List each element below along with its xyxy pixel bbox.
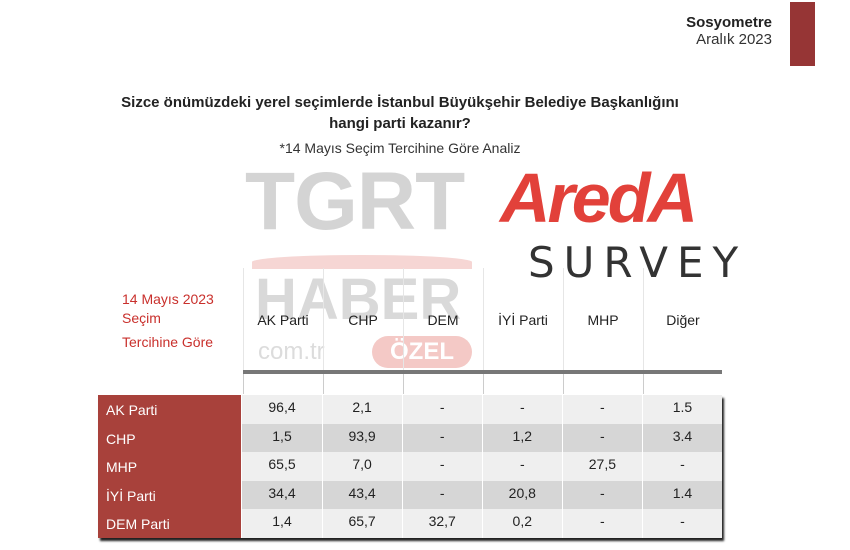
column-separator [323,268,324,372]
table-cell: 43,4 [321,480,402,510]
table-cell: - [641,452,723,481]
table-cell: - [401,480,482,510]
table-cell: 20,8 [481,480,562,510]
table-cell: 1,4 [241,509,322,538]
row-label: DEM Parti [98,509,242,538]
row-header-label: 14 Mayıs 2023 Seçim Tercihine Göre [122,290,214,352]
column-separator [483,268,484,372]
table-cell: - [561,423,642,453]
table-cell: - [401,452,482,481]
brand-name: Sosyometre [686,14,772,31]
table-row: İYİ Parti 34,4 43,4-20,8-1.4 [98,480,723,510]
table-cell: - [561,509,642,538]
areda-logo: AredA [500,159,698,237]
table-cell: 7,0 [321,452,402,481]
table-row: CHP 1,5 93,9-1,2-3.4 [98,423,723,453]
report-date: Aralık 2023 [696,31,772,48]
table-cell: - [561,480,642,510]
watermark-ozel: ÖZEL [372,336,472,368]
table-cell: - [641,509,723,538]
table-cell: - [481,395,562,424]
column-separator [243,268,244,372]
row-label: MHP [98,452,242,481]
column-stub [323,374,324,394]
table-row: MHP 65,5 7,0- -27,5- [98,452,723,481]
table-cell: 65,7 [321,509,402,538]
column-separator [403,268,404,372]
row-header-line: Tercihine Göre [122,334,214,350]
table-cell: 2,1 [321,395,402,424]
results-table: AK Parti 96,4 2,1- - -1.5 CHP 1,5 93,9-1,2-3.4 M… [98,395,723,538]
brand-header: Sosyometre Aralık 2023 [686,14,772,48]
question-title: Sizce önümüzdeki yerel seçimlerde İstanb… [121,94,679,132]
row-label: İYİ Parti [98,480,242,510]
table-cell: - [561,395,642,424]
column-header: MHP [587,312,619,328]
table-cell: 1,5 [241,423,322,453]
analysis-note: *14 Mayıs Seçim Tercihine Göre Analiz [279,140,521,156]
table-cell: - [401,423,482,453]
watermark-haber: HABER [255,267,462,332]
table-cell: - [401,395,482,424]
table-cell: 3.4 [641,423,723,453]
row-header-line: 14 Mayıs 2023 [122,291,214,307]
watermark-tgrt: TGRT [245,156,465,247]
watermark-arc [252,255,472,269]
column-header: İYİ Parti [498,312,548,328]
table-cell: 32,7 [401,509,482,538]
table-cell: 65,5 [241,452,322,481]
column-stub [643,374,644,394]
column-separator [563,268,564,372]
table-cell: 0,2 [481,509,562,538]
row-label: AK Parti [98,395,242,424]
table-cell: 34,4 [241,480,322,510]
header-divider [243,370,722,374]
column-header: AK Parti [257,312,309,328]
column-stub [403,374,404,394]
watermark-comtr: com.tr [258,338,325,365]
table-row: DEM Parti 1,4 65,7 32,7 0,2- - [98,509,723,538]
column-header: CHP [348,312,378,328]
row-header-line: Seçim [122,310,161,326]
table-cell: 96,4 [241,395,322,424]
column-header: DEM [427,312,459,328]
table-cell: 1.5 [641,395,723,424]
column-stub [563,374,564,394]
table-row: AK Parti 96,4 2,1- - -1.5 [98,395,723,424]
table-cell: - [481,452,562,481]
accent-bar [790,2,815,66]
table-cell: 1,2 [481,423,562,453]
column-separator [643,268,644,372]
column-stub [243,374,244,394]
row-label: CHP [98,423,242,453]
table-cell: 1.4 [641,480,723,510]
column-stub [483,374,484,394]
table-cell: 27,5 [561,452,642,481]
table-cell: 93,9 [321,423,402,453]
column-header: Diğer [666,312,700,328]
survey-logo-text: SURVEY [528,238,748,287]
